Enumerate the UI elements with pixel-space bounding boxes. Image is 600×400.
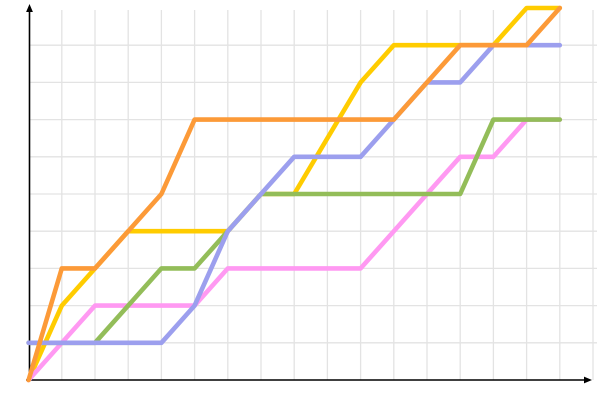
series-periwinkle-blue-line [26, 42, 563, 346]
y-axis-arrow-icon [26, 4, 33, 12]
series-lines [26, 5, 563, 383]
x-axis-arrow-icon [584, 376, 592, 384]
series-orange-line [26, 5, 563, 383]
axes [26, 4, 592, 384]
